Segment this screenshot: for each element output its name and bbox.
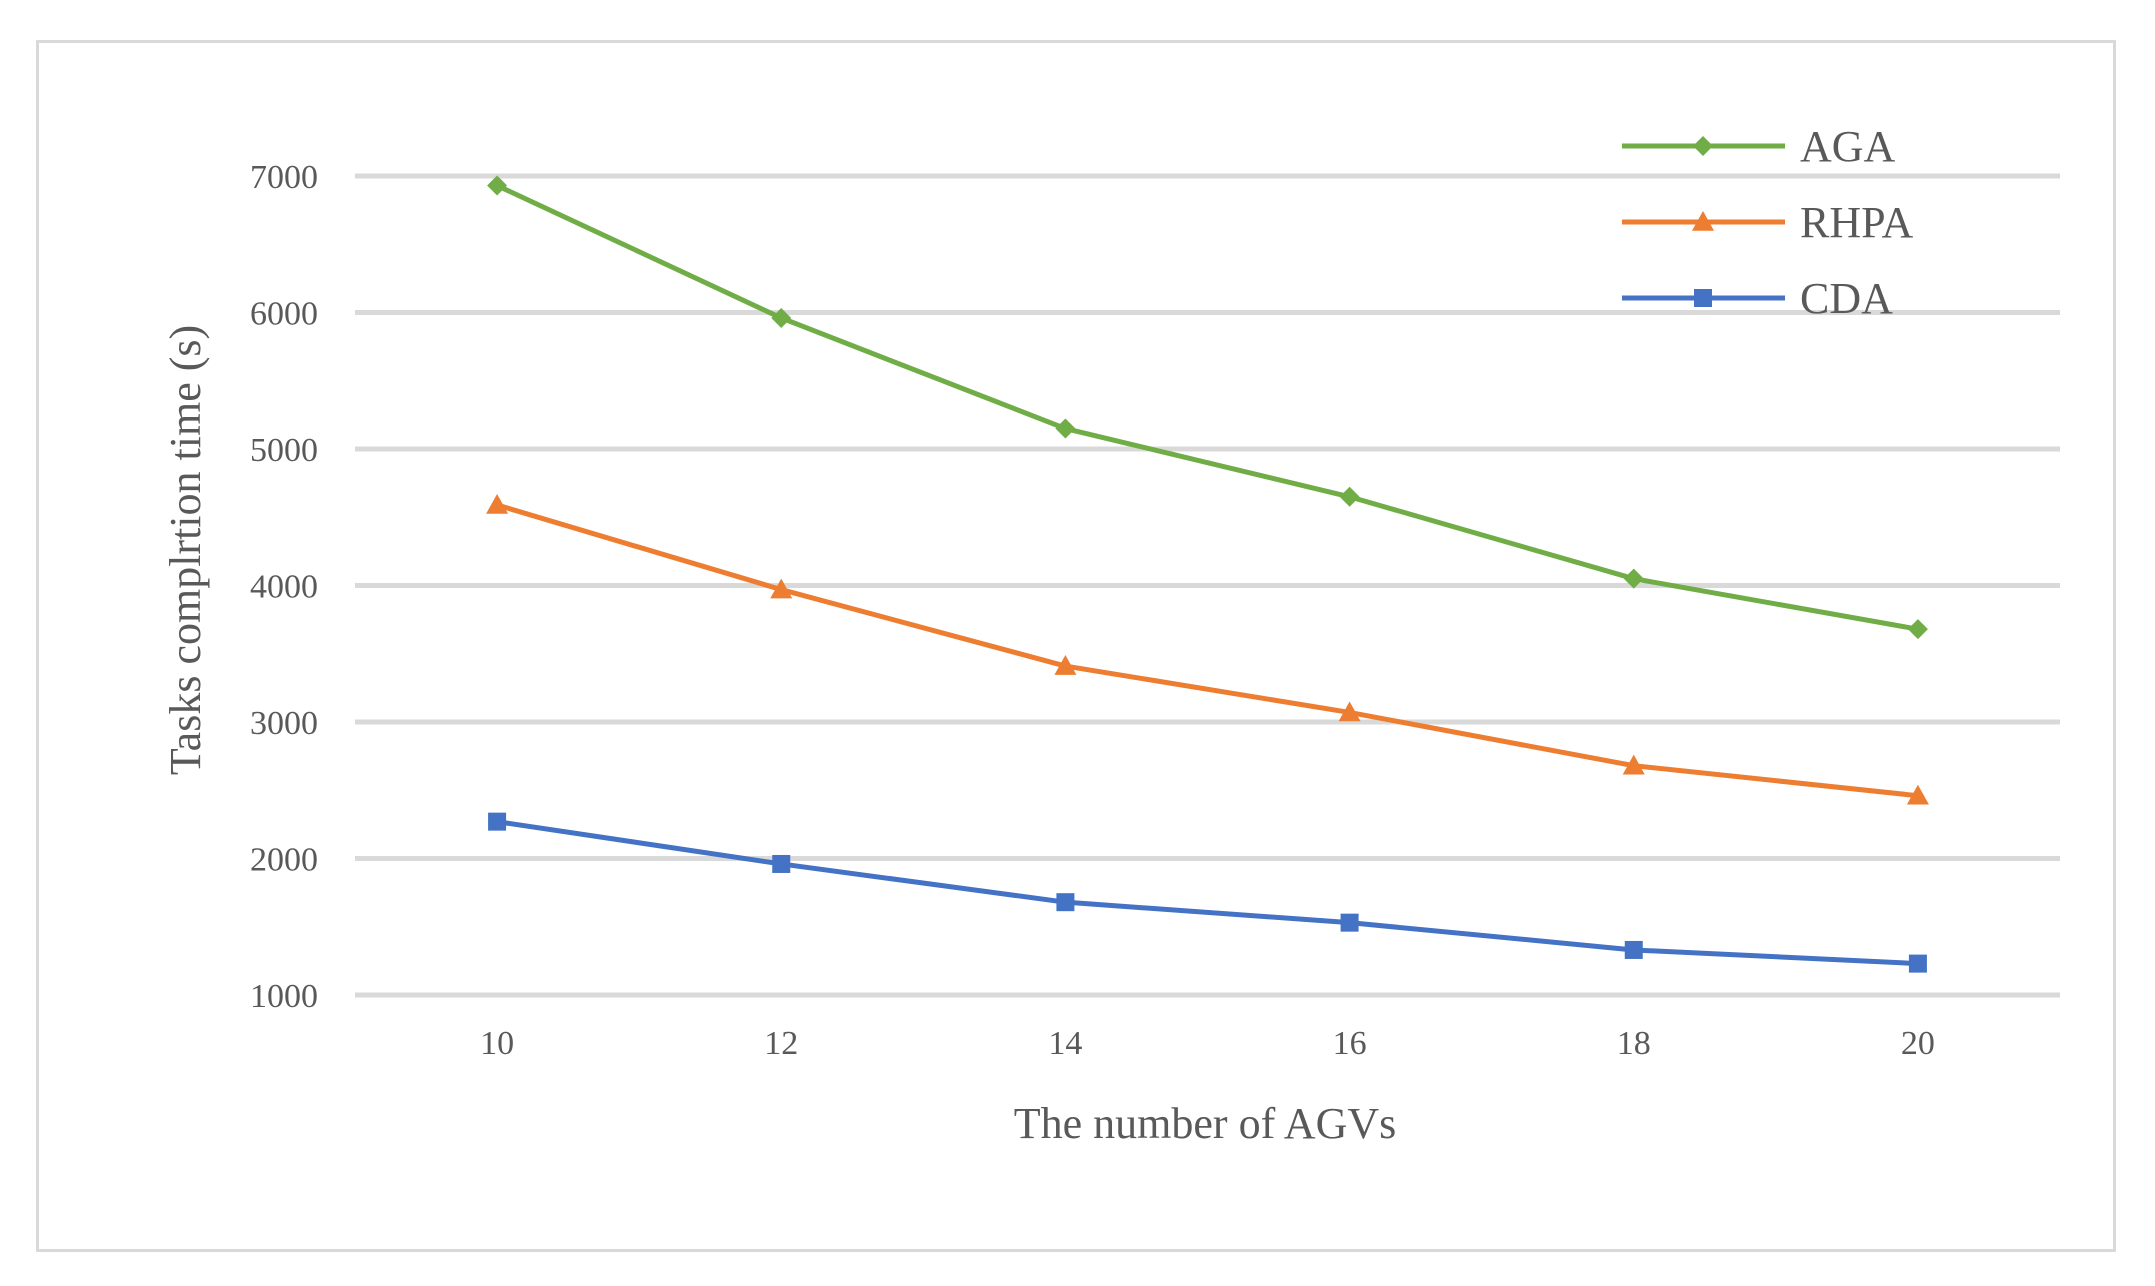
point-cda-10 — [488, 812, 507, 831]
x-tick-12: 12 — [764, 1025, 798, 1062]
y-tick-1000: 1000 — [250, 978, 318, 1015]
legend-label-rhpa: RHPA — [1800, 198, 1914, 247]
legend: AGA RHPA CDA — [1622, 122, 1914, 323]
y-tick-2000: 2000 — [250, 842, 318, 879]
point-aga-16 — [1339, 486, 1360, 507]
point-rhpa-20 — [1906, 784, 1929, 805]
x-axis-title: The number of AGVs — [1014, 1099, 1397, 1148]
point-rhpa-10 — [486, 493, 509, 514]
gridlines — [355, 173, 2060, 998]
x-tick-labels: 10 12 14 16 18 20 — [480, 1025, 1935, 1062]
point-aga-10 — [487, 175, 508, 196]
series-line-aga — [494, 183, 1921, 632]
point-cda-20 — [1908, 954, 1927, 973]
legend-label-aga: AGA — [1800, 122, 1896, 171]
y-tick-4000: 4000 — [250, 569, 318, 606]
point-rhpa-14 — [1054, 655, 1077, 675]
x-tick-14: 14 — [1048, 1025, 1082, 1062]
point-aga-12 — [771, 307, 792, 328]
point-aga-14 — [1055, 418, 1076, 439]
point-cda-12 — [772, 854, 791, 873]
series-lines — [494, 183, 1921, 967]
x-tick-10: 10 — [480, 1025, 514, 1062]
series-markers — [486, 175, 1929, 973]
point-cda-16 — [1340, 913, 1359, 932]
legend-marker-aga — [1693, 136, 1713, 156]
y-axis-title: Tasks complrtion time (s) — [161, 325, 210, 775]
x-tick-20: 20 — [1901, 1025, 1935, 1062]
x-tick-16: 16 — [1333, 1025, 1367, 1062]
point-rhpa-12 — [770, 578, 793, 599]
legend-label-cda: CDA — [1800, 274, 1893, 323]
x-tick-18: 18 — [1617, 1025, 1651, 1062]
point-aga-18 — [1623, 568, 1644, 589]
legend-marker-rhpa — [1692, 211, 1714, 231]
point-aga-20 — [1907, 619, 1928, 640]
y-tick-5000: 5000 — [250, 432, 318, 469]
point-cda-18 — [1624, 940, 1643, 959]
y-tick-6000: 6000 — [250, 296, 318, 333]
chart-frame — [36, 40, 2116, 1252]
series-line-cda — [494, 819, 1921, 967]
point-cda-14 — [1056, 893, 1075, 912]
y-tick-labels: 1000 2000 3000 4000 5000 6000 7000 — [250, 159, 318, 1015]
point-rhpa-18 — [1622, 754, 1645, 775]
series-line-rhpa — [494, 502, 1921, 799]
point-rhpa-16 — [1338, 701, 1361, 722]
legend-marker-cda — [1694, 289, 1712, 307]
y-tick-7000: 7000 — [250, 159, 318, 196]
y-tick-3000: 3000 — [250, 705, 318, 742]
